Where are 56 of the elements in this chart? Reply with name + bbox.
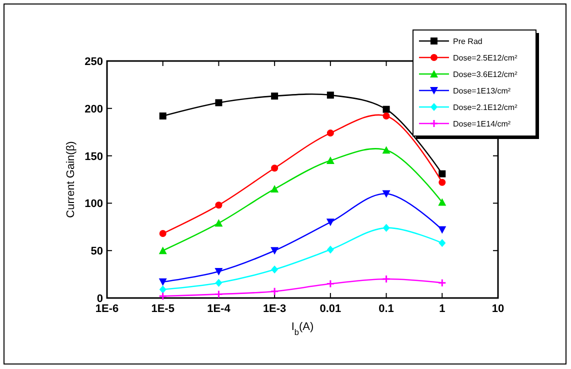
legend-label: Dose=1E14/cm² [453,120,511,128]
x-tick-label: 1E-5 [151,303,174,315]
legend-label: Dose=3.6E12/cm² [453,70,518,79]
point [382,190,390,198]
x-tick-label: 1 [439,303,446,315]
x-tick-label: 1E-3 [262,303,286,315]
legend-label: Dose=1E13/cm² [453,86,511,96]
legend-label: Dose=2.5E12/cm² [453,54,518,62]
point [271,266,278,274]
point [382,106,390,113]
point [159,112,166,120]
x-axis-title: I$_{b}$(A) [291,321,314,336]
point [270,287,279,296]
point [438,239,446,248]
point [438,178,446,186]
x-tick-label: 0.1 [378,303,394,315]
point [215,202,222,209]
point [159,230,166,238]
y-tick-label: 150 [84,150,103,163]
y-axis-title: Current Gain(β) [65,141,77,218]
y-tick-label: 100 [84,198,103,210]
point [438,198,446,206]
x-tick-label: 0.01 [320,303,342,315]
y-tick-label: 50 [90,246,103,258]
point [382,224,390,232]
point [326,246,334,254]
point [326,218,334,226]
point [159,285,166,294]
point [382,274,391,284]
point [326,156,334,164]
point [438,170,446,178]
point [215,278,222,287]
point [158,246,167,254]
point [382,112,390,120]
y-tick-label: 200 [84,103,103,116]
point [271,164,278,172]
point [326,92,334,99]
point [214,290,223,298]
x-tick-label: 1E-6 [95,303,119,315]
y-tick-label: 0 [96,293,103,305]
point [214,268,223,276]
point [326,130,334,137]
point [214,219,223,227]
point [382,146,390,154]
point [271,92,278,100]
legend-label: Pre Rad [453,37,482,46]
x-tick-label: 1E-4 [207,303,232,315]
point [270,247,279,255]
point [270,184,279,192]
point [326,280,335,288]
point [158,278,167,286]
point [438,226,446,234]
y-tick-label: 250 [84,56,103,68]
point [215,99,222,106]
x-tick-label: 10 [492,303,504,315]
legend-label: Dose=2.1E12/cm² [453,103,518,112]
